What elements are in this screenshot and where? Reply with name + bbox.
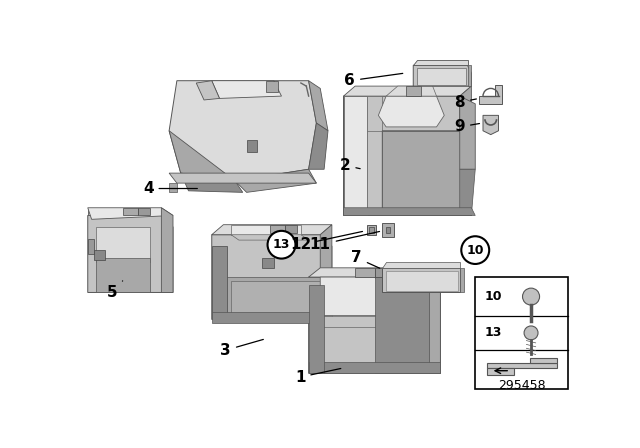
Polygon shape	[382, 268, 460, 293]
Text: 13: 13	[273, 238, 290, 251]
Polygon shape	[212, 81, 282, 99]
Polygon shape	[467, 65, 472, 86]
Polygon shape	[529, 358, 557, 363]
Polygon shape	[212, 246, 227, 319]
Polygon shape	[231, 225, 301, 235]
Polygon shape	[95, 227, 150, 262]
Polygon shape	[479, 85, 502, 104]
Polygon shape	[308, 81, 328, 131]
Polygon shape	[169, 173, 316, 183]
Polygon shape	[344, 96, 367, 215]
Polygon shape	[386, 227, 390, 233]
Polygon shape	[88, 215, 173, 293]
Text: 295458: 295458	[498, 379, 545, 392]
Polygon shape	[231, 235, 308, 240]
Polygon shape	[320, 225, 332, 319]
Polygon shape	[270, 225, 285, 233]
Polygon shape	[308, 362, 440, 373]
Polygon shape	[413, 65, 472, 86]
Polygon shape	[429, 268, 440, 373]
Polygon shape	[320, 315, 382, 327]
Polygon shape	[169, 81, 316, 181]
Circle shape	[461, 236, 489, 264]
Polygon shape	[196, 81, 220, 100]
Polygon shape	[406, 86, 421, 96]
Polygon shape	[308, 268, 440, 277]
Polygon shape	[262, 258, 274, 268]
Polygon shape	[483, 116, 499, 134]
Polygon shape	[212, 225, 332, 235]
Polygon shape	[95, 258, 150, 293]
Polygon shape	[94, 250, 105, 260]
Polygon shape	[235, 169, 316, 192]
Text: 10: 10	[484, 290, 502, 303]
Text: 9: 9	[454, 120, 479, 134]
Polygon shape	[344, 208, 476, 215]
Polygon shape	[285, 225, 297, 233]
Polygon shape	[374, 277, 429, 373]
Polygon shape	[88, 208, 161, 215]
Polygon shape	[246, 140, 257, 151]
Polygon shape	[320, 277, 382, 315]
Circle shape	[268, 231, 296, 258]
Polygon shape	[344, 96, 472, 215]
Circle shape	[522, 288, 540, 305]
Text: 10: 10	[467, 244, 484, 257]
Polygon shape	[487, 363, 557, 368]
Polygon shape	[169, 131, 235, 181]
Polygon shape	[378, 96, 444, 127]
Polygon shape	[369, 227, 374, 233]
Polygon shape	[138, 208, 150, 215]
Polygon shape	[231, 281, 320, 315]
Polygon shape	[308, 123, 328, 169]
Polygon shape	[223, 277, 324, 319]
Polygon shape	[417, 68, 466, 85]
Text: 8: 8	[454, 95, 476, 110]
Polygon shape	[413, 60, 467, 65]
Text: 2: 2	[340, 158, 360, 173]
Polygon shape	[382, 262, 460, 268]
Polygon shape	[460, 96, 476, 169]
Polygon shape	[382, 131, 460, 215]
Text: 1: 1	[295, 369, 340, 385]
Polygon shape	[460, 86, 472, 215]
Polygon shape	[123, 208, 138, 215]
Polygon shape	[180, 173, 243, 192]
Polygon shape	[308, 285, 324, 373]
Text: 4: 4	[143, 181, 197, 196]
Polygon shape	[212, 235, 332, 319]
Polygon shape	[266, 81, 278, 92]
Polygon shape	[88, 238, 94, 254]
Polygon shape	[382, 223, 394, 237]
Polygon shape	[386, 86, 436, 96]
Polygon shape	[169, 183, 177, 192]
Polygon shape	[344, 86, 472, 96]
Polygon shape	[476, 277, 568, 389]
Polygon shape	[460, 169, 476, 215]
Polygon shape	[374, 268, 390, 277]
Polygon shape	[487, 368, 514, 375]
Circle shape	[524, 326, 538, 340]
Text: 3: 3	[220, 340, 263, 358]
Polygon shape	[212, 312, 332, 323]
Polygon shape	[161, 208, 173, 293]
Text: 11: 11	[310, 232, 380, 252]
Polygon shape	[367, 96, 382, 131]
Text: 13: 13	[484, 327, 502, 340]
Text: 5: 5	[108, 281, 123, 300]
Polygon shape	[386, 271, 458, 291]
Polygon shape	[382, 131, 472, 215]
Polygon shape	[308, 277, 440, 373]
Text: 6: 6	[344, 73, 403, 88]
Polygon shape	[88, 208, 173, 220]
Polygon shape	[367, 225, 376, 236]
Text: 12: 12	[291, 232, 362, 252]
Polygon shape	[355, 268, 374, 277]
Polygon shape	[460, 268, 463, 293]
Text: 7: 7	[351, 250, 380, 268]
